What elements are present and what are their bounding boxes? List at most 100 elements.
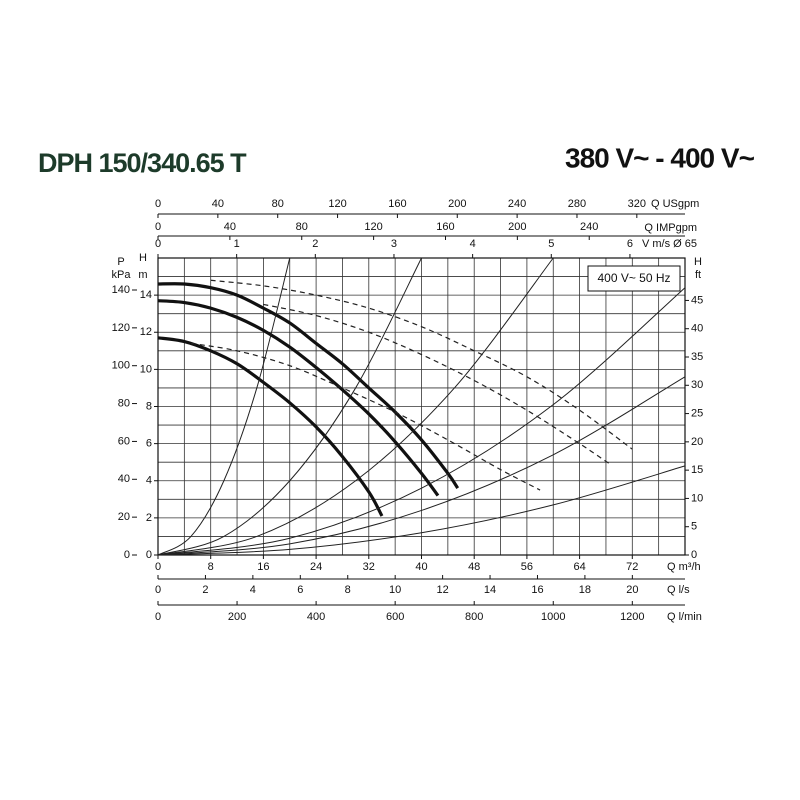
axis-tick-label: 4 bbox=[250, 584, 256, 596]
axis-tick-label: 200 bbox=[448, 198, 466, 210]
curve bbox=[263, 303, 611, 465]
axis-tick-label: 16 bbox=[531, 584, 543, 596]
axis-tick-label: 0 bbox=[155, 198, 161, 210]
axis-tick-label: 8 bbox=[345, 584, 351, 596]
axis-label: kPa bbox=[112, 269, 132, 281]
axis-tick-label: 40 bbox=[212, 198, 224, 210]
x-tick-label: 56 bbox=[521, 561, 533, 573]
axis-tick-label: 80 bbox=[118, 397, 130, 409]
curve bbox=[157, 376, 686, 556]
legend-text: 400 V~ 50 Hz bbox=[597, 271, 670, 285]
axis-tick-label: 120 bbox=[112, 322, 130, 334]
axis-tick-label: 3 bbox=[391, 238, 397, 250]
axis-tick-label: 280 bbox=[568, 198, 586, 210]
axis-label: Q IMPgpm bbox=[644, 222, 697, 234]
axis-tick-label: 160 bbox=[436, 221, 454, 233]
axis-tick-label: 30 bbox=[691, 379, 703, 391]
y-tick-label: 14 bbox=[140, 289, 152, 301]
axis-tick-label: 1 bbox=[234, 238, 240, 250]
x-tick-label: 72 bbox=[626, 561, 638, 573]
y-axis-label: m bbox=[138, 269, 147, 281]
axis-tick-label: 0 bbox=[155, 238, 161, 250]
axis-tick-label: 25 bbox=[691, 407, 703, 419]
axis-label: Q USgpm bbox=[651, 198, 699, 210]
axis-tick-label: 400 bbox=[307, 611, 325, 623]
axis-tick-label: 18 bbox=[579, 584, 591, 596]
axis-tick-label: 200 bbox=[228, 611, 246, 623]
axis-tick-label: 0 bbox=[155, 221, 161, 233]
axis-label: Q l/s bbox=[667, 584, 690, 596]
axis-tick-label: 800 bbox=[465, 611, 483, 623]
x-axis-label: Q m³/h bbox=[667, 561, 701, 573]
curve bbox=[157, 299, 440, 497]
axis-tick-label: 120 bbox=[328, 198, 346, 210]
axis-tick-label: 1000 bbox=[541, 611, 565, 623]
axis-tick-label: 200 bbox=[508, 221, 526, 233]
chart-title: DPH 150/340.65 T bbox=[38, 148, 247, 178]
axis-tick-label: 320 bbox=[628, 198, 646, 210]
axis-label: ft bbox=[695, 269, 701, 281]
axis-tick-label: 4 bbox=[470, 238, 476, 250]
curve bbox=[157, 336, 384, 517]
axis-tick-label: 80 bbox=[272, 198, 284, 210]
axis-tick-label: 2 bbox=[312, 238, 318, 250]
curve bbox=[157, 257, 422, 556]
axis-tick-label: 20 bbox=[691, 436, 703, 448]
x-tick-label: 8 bbox=[208, 561, 214, 573]
y-tick-label: 2 bbox=[146, 512, 152, 524]
axis-tick-label: 80 bbox=[296, 221, 308, 233]
axis-tick-label: 20 bbox=[626, 584, 638, 596]
axis-tick-label: 2 bbox=[202, 584, 208, 596]
axis-tick-label: 600 bbox=[386, 611, 404, 623]
curve bbox=[210, 279, 633, 450]
x-tick-label: 32 bbox=[363, 561, 375, 573]
axis-label: P bbox=[117, 256, 124, 268]
axis-tick-label: 60 bbox=[118, 435, 130, 447]
axis-tick-label: 40 bbox=[691, 323, 703, 335]
x-tick-label: 24 bbox=[310, 561, 322, 573]
x-tick-label: 64 bbox=[573, 561, 585, 573]
axis-tick-label: 0 bbox=[155, 611, 161, 623]
axis-tick-label: 0 bbox=[691, 549, 697, 561]
y-tick-label: 8 bbox=[146, 400, 152, 412]
axis-tick-label: 12 bbox=[436, 584, 448, 596]
axis-tick-label: 0 bbox=[155, 584, 161, 596]
axis-tick-label: 240 bbox=[580, 221, 598, 233]
axis-tick-label: 40 bbox=[118, 473, 130, 485]
curve bbox=[157, 282, 460, 490]
y-tick-label: 0 bbox=[146, 549, 152, 561]
axis-tick-label: 15 bbox=[691, 464, 703, 476]
axis-tick-label: 240 bbox=[508, 198, 526, 210]
axis-tick-label: 160 bbox=[388, 198, 406, 210]
curve bbox=[157, 465, 686, 556]
axis-tick-label: 10 bbox=[691, 492, 703, 504]
axis-tick-label: 5 bbox=[691, 521, 697, 533]
axis-label: V m/s Ø 65 bbox=[642, 238, 697, 250]
axis-label: Q l/min bbox=[667, 611, 702, 623]
axis-tick-label: 45 bbox=[691, 294, 703, 306]
y-axis-label: H bbox=[139, 252, 147, 264]
x-tick-label: 16 bbox=[257, 561, 269, 573]
axis-tick-label: 6 bbox=[297, 584, 303, 596]
axis-tick-label: 1200 bbox=[620, 611, 644, 623]
x-tick-label: 0 bbox=[155, 561, 161, 573]
axis-tick-label: 140 bbox=[112, 284, 130, 296]
axis-tick-label: 10 bbox=[389, 584, 401, 596]
x-tick-label: 48 bbox=[468, 561, 480, 573]
axis-tick-label: 35 bbox=[691, 351, 703, 363]
curve bbox=[157, 257, 554, 556]
curve bbox=[157, 287, 686, 556]
axis-tick-label: 100 bbox=[112, 360, 130, 372]
axis-tick-label: 120 bbox=[364, 221, 382, 233]
axis-tick-label: 5 bbox=[548, 238, 554, 250]
axis-tick-label: 40 bbox=[224, 221, 236, 233]
axis-tick-label: 20 bbox=[118, 511, 130, 523]
y-tick-label: 6 bbox=[146, 438, 152, 450]
chart-subtitle: 380 V~ - 400 V~ bbox=[565, 142, 755, 173]
y-tick-label: 4 bbox=[146, 475, 152, 487]
axis-tick-label: 6 bbox=[627, 238, 633, 250]
y-tick-label: 10 bbox=[140, 363, 152, 375]
axis-tick-label: 0 bbox=[124, 549, 130, 561]
